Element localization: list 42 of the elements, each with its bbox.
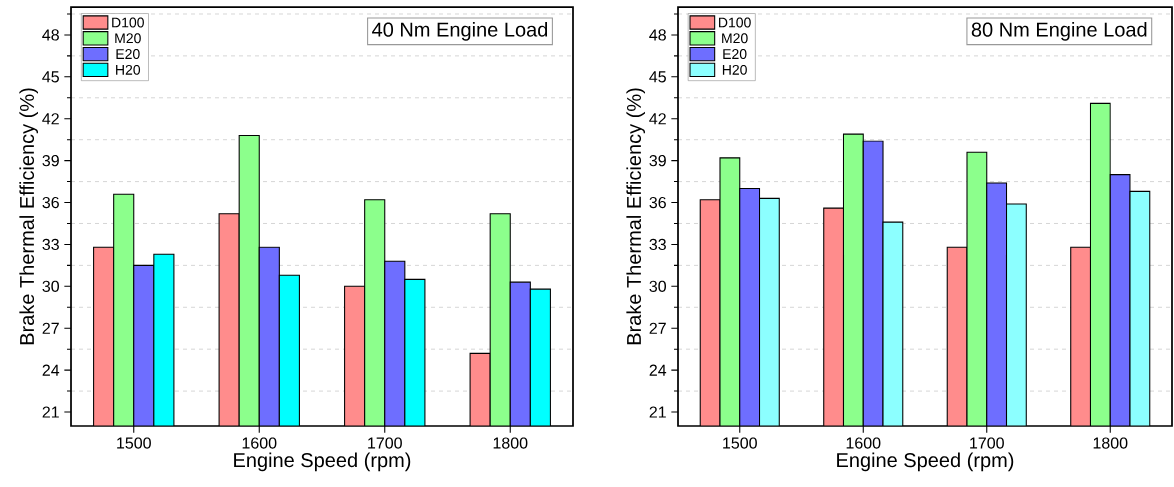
x-tick-label: 1800 [493,437,528,449]
x-tick-label: 1600 [242,437,277,449]
y-tick-label: 45 [42,71,59,83]
x-tick-label: 1700 [970,437,1004,449]
y-tick-label: 27 [42,322,59,334]
x-tick-label: 1800 [1093,437,1128,449]
y-tick-label: 45 [649,71,666,83]
x-axis-title: Engine Speed (rpm) [234,452,411,472]
y-tick-label: 42 [42,113,59,125]
x-axis-title: Engine Speed (rpm) [837,452,1014,472]
y-axis-title: Brake Thermal Efficiency (%) [626,88,645,345]
y-tick-label: 33 [42,238,59,251]
legend-label: E20 [723,49,747,60]
x-tick-label: 1600 [846,437,881,449]
y-tick-label: 33 [649,238,666,251]
y-tick-label: 48 [42,29,59,41]
y-tick-label: 24 [649,364,667,376]
y-tick-label: 42 [649,113,666,125]
x-tick-label: 1500 [723,437,757,449]
y-tick-label: 27 [649,322,666,334]
x-tick-label: 1700 [368,437,402,449]
legend-label: D100 [112,17,144,28]
y-tick-label: 39 [42,154,59,167]
y-tick-label: 21 [42,406,59,418]
legend-label: E20 [116,49,140,60]
text: 80 Nm Engine Load [971,22,1147,41]
y-axis-title: Brake Thermal Efficiency (%) [19,88,38,345]
legend-label: D100 [719,17,751,28]
legend-label: M20 [722,33,748,44]
y-tick-label: 30 [42,280,60,292]
y-tick-label: 24 [42,364,60,376]
x-tick-label: 1500 [117,437,151,449]
y-tick-label: 21 [649,406,666,418]
text: 40 Nm Engine Load [372,22,548,41]
legend-label: M20 [115,33,141,44]
y-tick-label: 39 [649,154,666,167]
y-tick-label: 36 [42,196,59,209]
legend-label: H20 [722,64,747,75]
y-tick-label: 36 [649,196,666,209]
legend-label: H20 [116,64,141,75]
y-tick-label: 30 [649,280,667,292]
y-tick-label: 48 [649,29,666,41]
